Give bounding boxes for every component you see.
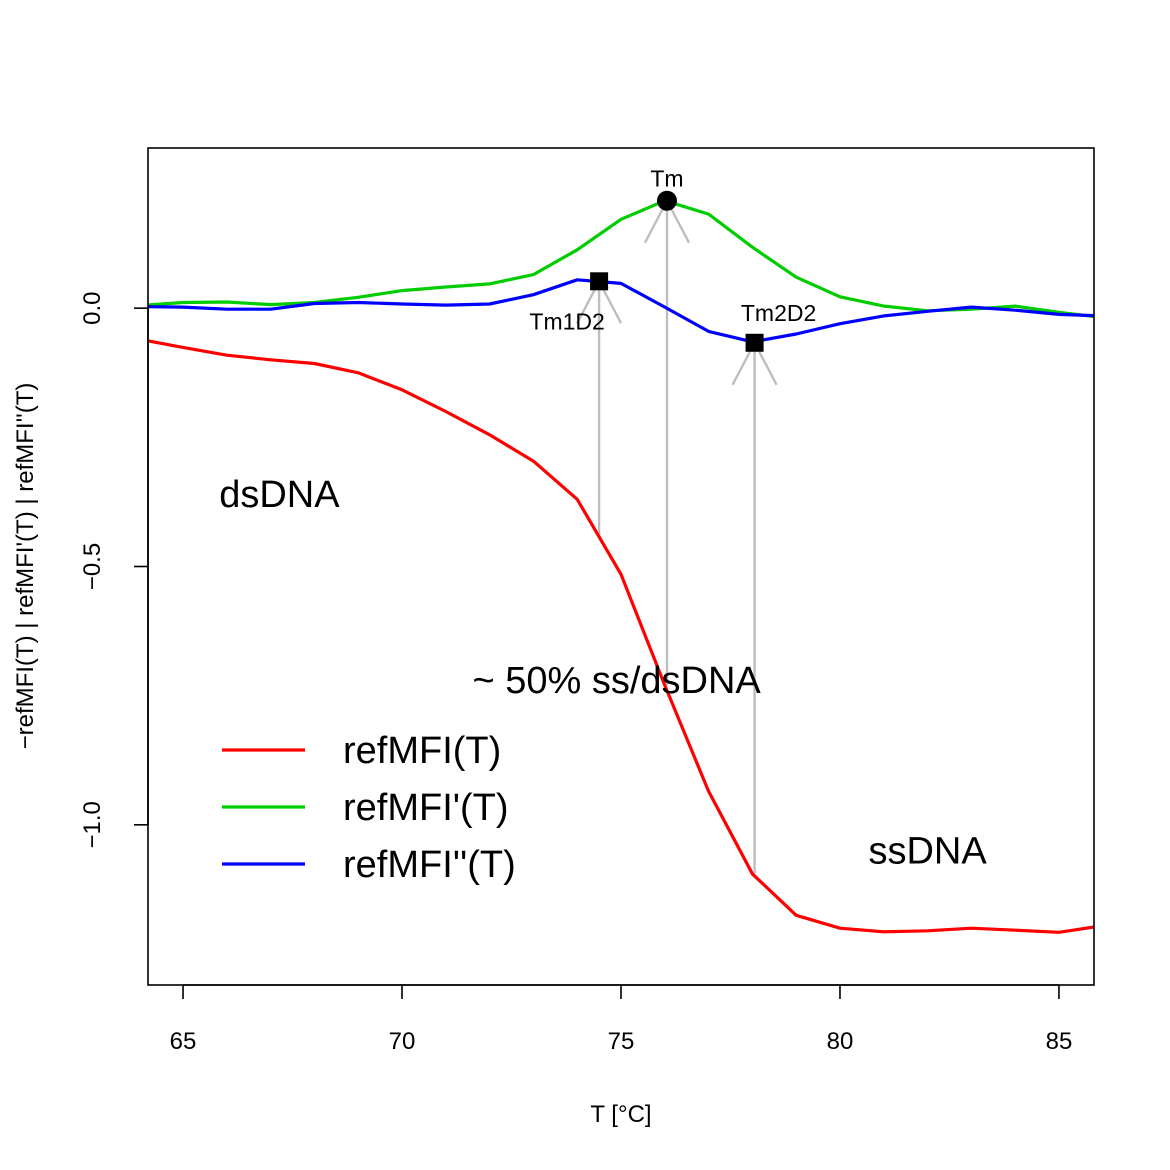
x-tick-label: 85 — [1046, 1028, 1073, 1055]
y-tick-label: −1.0 — [79, 801, 106, 848]
region-label-3: ssDNA — [868, 831, 987, 873]
series-line-1 — [148, 339, 1094, 934]
legend-label-3: refMFI''(T) — [343, 844, 516, 886]
y-tick-label: −0.5 — [79, 543, 106, 590]
series-line-3 — [148, 278, 1094, 344]
tm-label: Tm — [650, 166, 683, 192]
x-tick-label: 65 — [170, 1028, 197, 1055]
legend: refMFI(T) refMFI'(T) refMFI''(T) — [222, 730, 516, 886]
tm2d2-marker — [745, 333, 764, 352]
x-tick-label: 75 — [608, 1028, 635, 1055]
region-label-2: ~ 50% ss/dsDNA — [472, 660, 761, 702]
legend-label-2: refMFI'(T) — [343, 787, 509, 829]
x-tick-label: 80 — [827, 1028, 854, 1055]
annotations-layer: dsDNA ~ 50% ss/dsDNA ssDNA — [219, 474, 987, 873]
region-label-1: dsDNA — [219, 474, 340, 516]
tm-marker — [656, 190, 677, 211]
y-tick-label: 0.0 — [79, 291, 106, 324]
markers-layer: Tm Tm1D2 Tm2D2 — [529, 166, 816, 352]
lines-layer — [148, 199, 1094, 934]
x-axis-title: T [°C] — [590, 1101, 651, 1128]
tm2d2-label: Tm2D2 — [741, 300, 816, 326]
x-axis: 65 70 75 80 85 — [170, 984, 1073, 1055]
tm1d2-marker — [590, 272, 609, 291]
legend-label-1: refMFI(T) — [343, 730, 501, 772]
tm1d2-label: Tm1D2 — [529, 308, 604, 334]
y-axis: −1.0 −0.5 0.0 — [79, 291, 149, 849]
y-axis-title: −refMFI(T) | refMFI'(T) | refMFI''(T) — [12, 383, 39, 750]
x-tick-label: 70 — [389, 1028, 416, 1055]
